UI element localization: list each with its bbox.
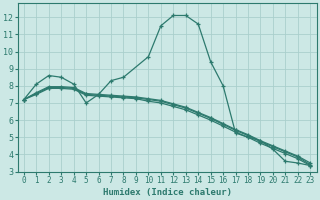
X-axis label: Humidex (Indice chaleur): Humidex (Indice chaleur) — [103, 188, 232, 197]
